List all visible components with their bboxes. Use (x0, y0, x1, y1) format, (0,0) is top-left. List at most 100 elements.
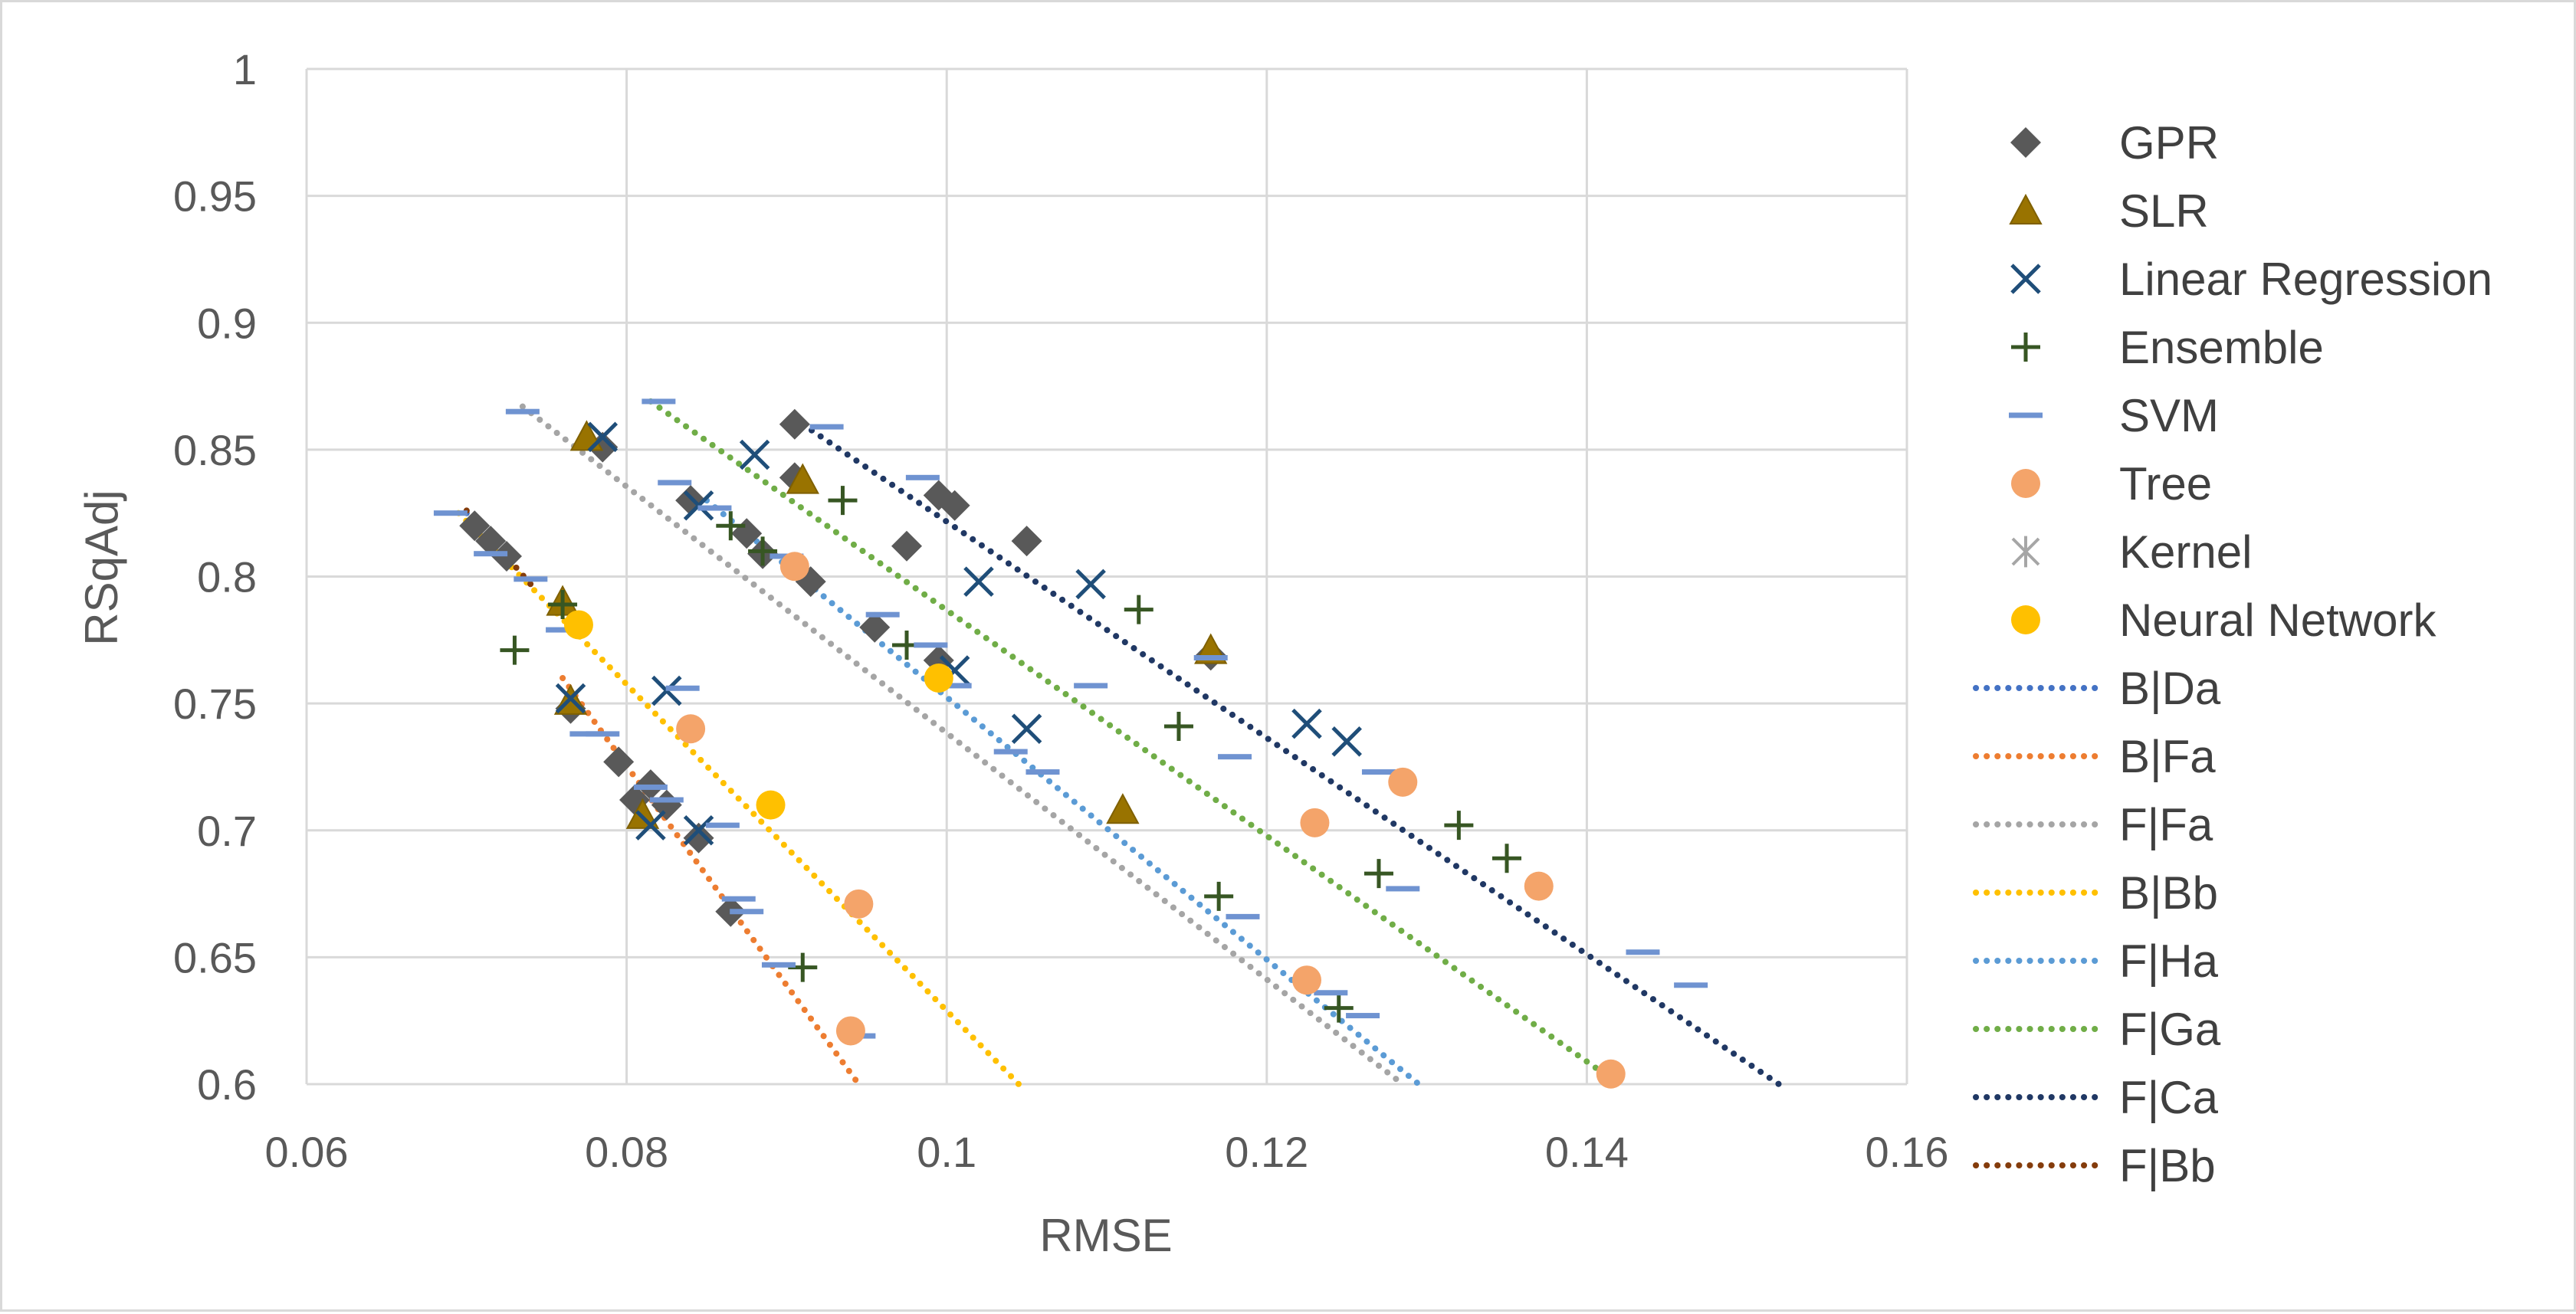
linear-regression-point (555, 683, 586, 714)
legend-item-b-bb: B|Bb (1973, 867, 2218, 919)
legend-label: Ensemble (2119, 322, 2324, 373)
ensemble-point (748, 536, 778, 566)
svm-point (905, 474, 940, 480)
svm-point (809, 424, 844, 430)
neural-network-point (563, 610, 593, 640)
y-tick-label: 0.75 (173, 680, 257, 728)
svm-point (1361, 769, 1396, 775)
legend-label: F|Ha (2119, 936, 2219, 987)
trendlines (455, 398, 1782, 1087)
gpr-point (459, 510, 491, 542)
legend-item-f-ga: F|Ga (1973, 1004, 2221, 1055)
legend-item-f-bb: F|Bb (1973, 1140, 2216, 1191)
y-tick-label: 0.6 (197, 1060, 257, 1109)
tree-point (1292, 965, 1321, 995)
linear-regression-point (683, 814, 714, 846)
svm-point (546, 627, 580, 633)
ensemble-point (500, 635, 530, 665)
legend-swatch (2010, 127, 2041, 158)
gpr-point (779, 408, 810, 440)
tree-point (1524, 871, 1554, 901)
legend-item-svm: SVM (2009, 390, 2219, 441)
svm-point (865, 611, 900, 618)
svm-point (658, 480, 692, 486)
trendline-f-ca (799, 421, 1782, 1087)
svm-point (514, 576, 548, 582)
legend-item-linear-regression: Linear Regression (2010, 254, 2492, 305)
legend-label: Linear Regression (2119, 254, 2492, 305)
trendline-f-fa (519, 403, 1406, 1087)
tree-point (844, 889, 874, 919)
svm-point (1626, 949, 1660, 955)
linear-regression-point (739, 439, 770, 470)
legend-item-f-fa: F|Fa (1973, 799, 2213, 850)
legend-item-slr: SLR (2009, 185, 2209, 237)
trendline-b-bb (455, 510, 1022, 1087)
linear-regression-point (1291, 708, 1322, 739)
legend-label: Kernel (2119, 526, 2252, 578)
svm-point (505, 408, 540, 415)
ensemble-point (1124, 595, 1153, 624)
y-tick-label: 0.85 (173, 426, 257, 474)
legend-label: Tree (2119, 458, 2212, 510)
svm-point (1074, 683, 1108, 689)
legend-swatch (2011, 605, 2040, 634)
legend-swatch (2011, 333, 2040, 362)
svm-point (586, 731, 620, 737)
svm-point (1025, 769, 1060, 775)
x-tick-label: 0.08 (585, 1128, 668, 1176)
svm-point (1218, 754, 1252, 760)
slr-point (1106, 793, 1140, 824)
linear-regression-point (587, 421, 619, 453)
legend-label: SLR (2119, 185, 2209, 237)
legend-item-ensemble: Ensemble (2011, 322, 2324, 373)
legend-item-tree: Tree (2011, 458, 2212, 510)
y-axis-title: RSqAdj (76, 490, 127, 645)
ensemble-point (548, 589, 578, 619)
y-tick-label: 0.65 (173, 933, 257, 981)
svm-point (761, 962, 796, 968)
x-axis-title: RMSE (1039, 1210, 1172, 1261)
gpr-point (859, 611, 891, 643)
x-tick-label: 0.06 (265, 1128, 349, 1176)
svm-point (1226, 913, 1260, 919)
svm-point (993, 749, 1028, 755)
legend-label: Neural Network (2119, 595, 2437, 646)
linear-regression-point (1011, 713, 1042, 745)
legend-label: GPR (2119, 117, 2219, 169)
legend: GPR SLR Linear Regression Ensemble SVM Tree Ke… (1973, 117, 2492, 1191)
svm-point (649, 797, 684, 803)
gpr-point (475, 526, 507, 557)
ensemble-point (1204, 881, 1234, 911)
legend-swatch (2010, 264, 2041, 294)
linear-regression-point (635, 810, 666, 841)
svm-point (474, 551, 508, 557)
svm-point (914, 642, 948, 648)
svm-point (1314, 990, 1348, 996)
trendline-f-ga (647, 398, 1623, 1087)
legend-item-b-da: B|Da (1973, 663, 2221, 714)
svm-point (433, 510, 468, 516)
x-tick-label: 0.12 (1225, 1128, 1308, 1176)
x-tick-label: 0.14 (1545, 1128, 1629, 1176)
neural-network-point (924, 664, 953, 693)
legend-swatch (2009, 412, 2043, 418)
gpr-point (603, 746, 635, 778)
tree-point (676, 714, 706, 744)
gpr-point (1011, 526, 1042, 557)
y-tick-label: 0.8 (197, 553, 257, 601)
y-axis-ticks: 0.6 0.65 0.7 0.75 0.8 0.85 0.9 0.95 1 (173, 45, 257, 1109)
legend-label: B|Da (2119, 663, 2221, 714)
svm-point (721, 896, 756, 902)
legend-item-b-fa: B|Fa (1973, 731, 2216, 782)
svm-point (665, 685, 700, 691)
tree-point (1388, 767, 1418, 797)
data-points (433, 398, 1708, 1089)
legend-label: F|Ga (2119, 1004, 2221, 1055)
svm-point (642, 398, 676, 405)
legend-label: F|Fa (2119, 799, 2213, 850)
legend-item-f-ha: F|Ha (1973, 936, 2219, 987)
ensemble-point (1163, 711, 1193, 741)
ensemble-point (1324, 993, 1354, 1023)
